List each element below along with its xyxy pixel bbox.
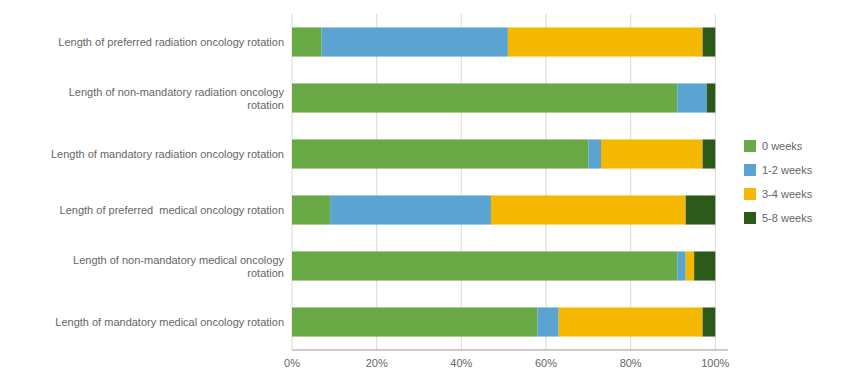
legend-swatch xyxy=(744,188,756,200)
bar-segment xyxy=(330,195,491,224)
x-tick-label: 80% xyxy=(620,357,642,369)
bar-segment xyxy=(686,251,694,280)
bar-segment xyxy=(707,83,715,112)
grid-line xyxy=(376,14,377,350)
x-tick-label: 0% xyxy=(284,357,300,369)
category-label: Length of mandatory medical oncology rot… xyxy=(55,316,284,328)
bar-segment xyxy=(703,307,716,336)
bar-segment xyxy=(703,139,716,168)
category-label: Length of non-mandatory medical oncology… xyxy=(73,254,284,279)
legend: 0 weeks 1-2 weeks 3-4 weeks 5-8 weeks xyxy=(744,140,813,224)
bar-segment xyxy=(292,251,677,280)
bar-segment xyxy=(508,27,703,56)
x-tick-label: 20% xyxy=(366,357,388,369)
grid-line xyxy=(715,14,716,350)
x-tick-label: 100% xyxy=(701,357,729,369)
x-tick-label: 60% xyxy=(535,357,557,369)
bar-segment xyxy=(703,27,716,56)
bar-segment xyxy=(538,307,559,336)
grid xyxy=(292,14,715,350)
x-axis: 0% 20% 40% 60% 80% 100% xyxy=(284,350,730,369)
grid-line xyxy=(545,14,546,350)
legend-label: 5-8 weeks xyxy=(762,212,813,224)
grid-line xyxy=(292,14,293,350)
bar-segment xyxy=(559,307,703,336)
legend-label: 3-4 weeks xyxy=(762,188,813,200)
series xyxy=(292,27,677,336)
series xyxy=(686,27,716,336)
category-label: Length of preferred medical oncology rot… xyxy=(60,204,284,216)
bars xyxy=(292,27,715,336)
bar-segment xyxy=(491,195,686,224)
bar-segment xyxy=(292,195,330,224)
legend-label: 1-2 weeks xyxy=(762,164,813,176)
legend-swatch xyxy=(744,164,756,176)
bar-segment xyxy=(322,27,508,56)
bar-segment xyxy=(686,195,716,224)
grid-line xyxy=(461,14,462,350)
series xyxy=(491,27,703,336)
grid-line xyxy=(630,14,631,350)
bar-segment xyxy=(601,139,703,168)
bar-segment xyxy=(677,83,707,112)
legend-swatch xyxy=(744,140,756,152)
bar-segment xyxy=(292,139,588,168)
legend-swatch xyxy=(744,212,756,224)
y-axis: Length of preferred radiation oncology r… xyxy=(51,36,284,328)
bar-segment xyxy=(292,83,677,112)
bar-segment xyxy=(694,251,715,280)
chart: 0% 20% 40% 60% 80% 100% Length of preferred ra… xyxy=(0,0,842,388)
x-tick-label: 40% xyxy=(450,357,472,369)
bar-segment xyxy=(292,27,322,56)
legend-label: 0 weeks xyxy=(762,140,803,152)
x-axis-line xyxy=(292,350,728,351)
bar-segment xyxy=(588,139,601,168)
bar-segment xyxy=(677,251,685,280)
category-label: Length of non-mandatory radiation oncolo… xyxy=(69,86,285,111)
bar-segment xyxy=(292,307,538,336)
category-label: Length of mandatory radiation oncology r… xyxy=(51,148,284,160)
category-label: Length of preferred radiation oncology r… xyxy=(58,36,284,48)
series xyxy=(322,27,707,336)
